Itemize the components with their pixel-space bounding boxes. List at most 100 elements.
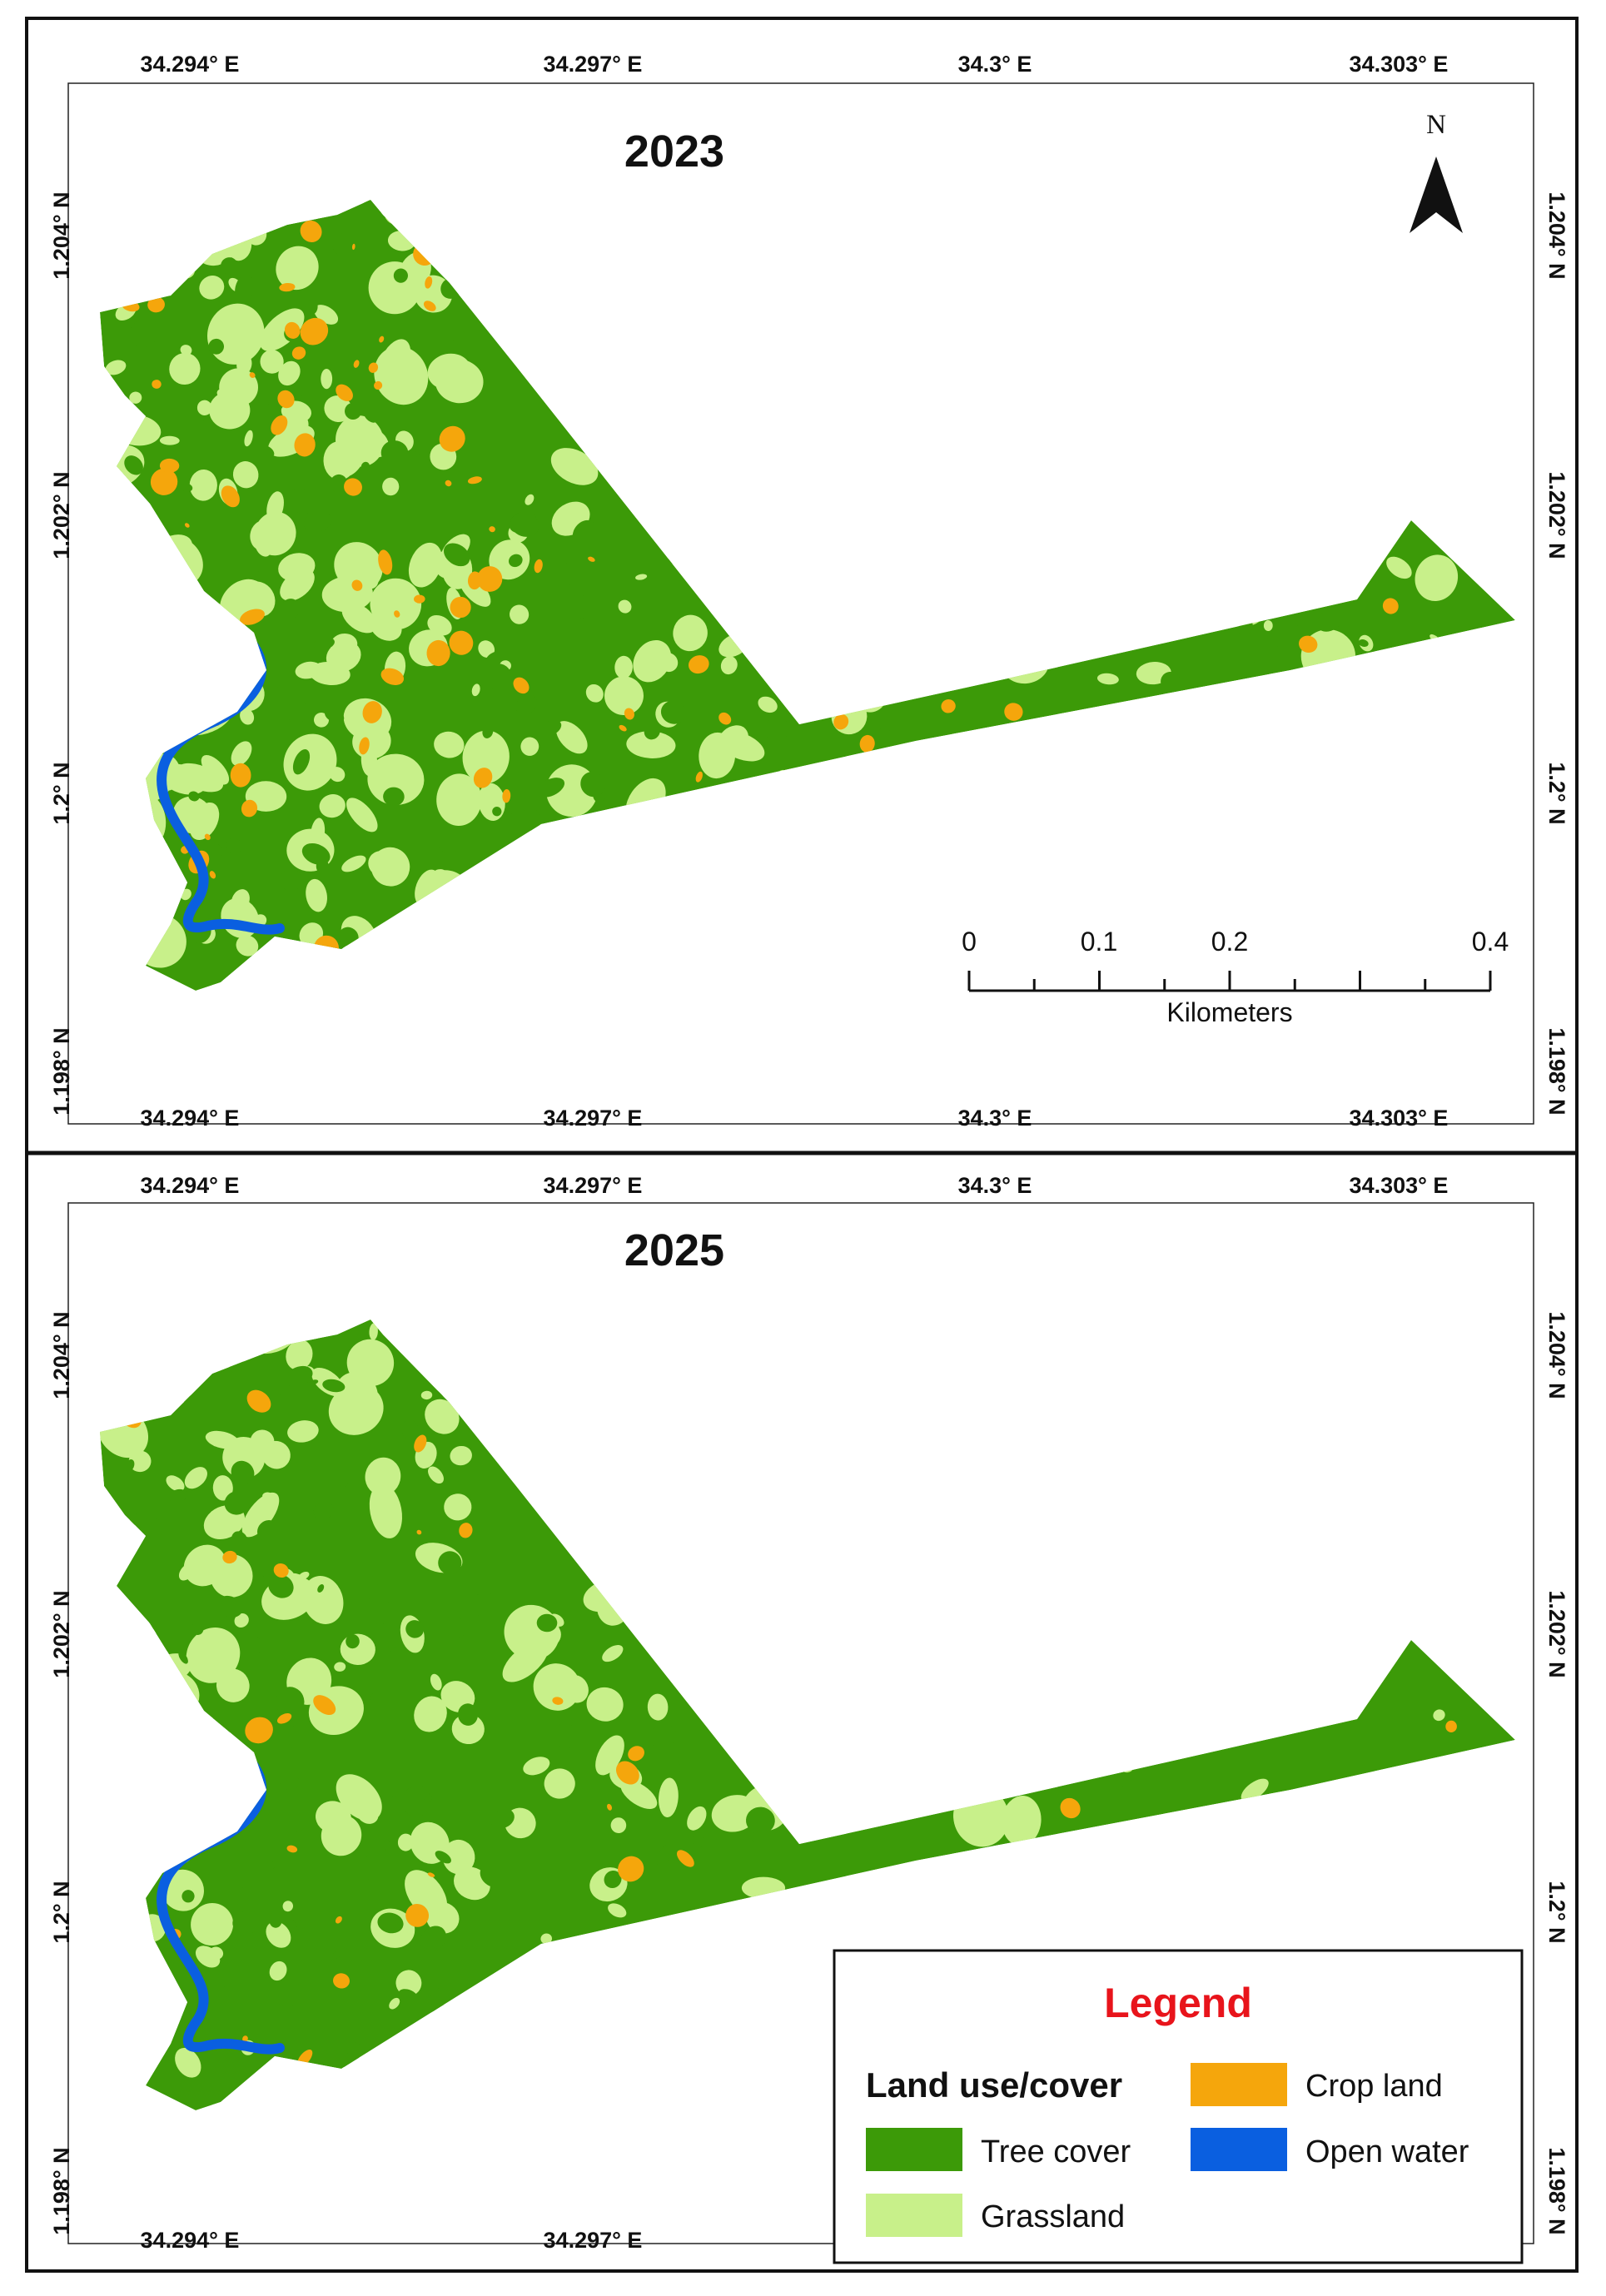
- land-cover-patch: [419, 1996, 428, 2014]
- land-cover-patch: [725, 1668, 777, 1724]
- land-cover-patch: [1063, 1732, 1076, 1742]
- land-cover-patch: [608, 1903, 627, 1918]
- land-cover-patch: [319, 794, 346, 818]
- land-cover-patch: [320, 1935, 331, 1946]
- land-cover-patch: [1391, 1787, 1405, 1800]
- land-cover-patch: [1004, 703, 1023, 721]
- land-cover-patch: [1270, 619, 1301, 649]
- land-cover-patch: [239, 1831, 249, 1841]
- land-cover-patch: [484, 663, 512, 690]
- land-cover-patch: [873, 539, 881, 546]
- land-cover-patch: [360, 461, 370, 472]
- land-cover-patch: [309, 1379, 319, 1385]
- land-cover-patch: [302, 1667, 320, 1677]
- land-cover-patch: [331, 230, 346, 256]
- land-cover-patch: [121, 1637, 150, 1670]
- land-cover-patch: [883, 1752, 905, 1778]
- land-cover-patch: [818, 608, 853, 638]
- land-cover-patch: [282, 1901, 294, 1912]
- land-cover-patch: [941, 699, 956, 713]
- land-cover-patch: [754, 519, 793, 574]
- land-cover-patch: [240, 708, 255, 725]
- lon-tick-label: 34.297° E: [544, 2228, 643, 2253]
- scale-label: 0.2: [1211, 927, 1248, 957]
- land-cover-patch: [697, 460, 737, 499]
- land-cover-patch: [738, 1590, 748, 1603]
- land-cover-patch: [604, 1870, 622, 1889]
- lat-tick-label: 1.202° N: [1544, 471, 1569, 559]
- land-cover-patch: [270, 1394, 283, 1409]
- land-cover-patch: [950, 1707, 971, 1727]
- land-cover-patch: [633, 639, 672, 683]
- land-cover-patch: [1455, 1851, 1464, 1862]
- land-cover-patch: [231, 1460, 255, 1485]
- land-cover-patch: [425, 276, 433, 289]
- land-cover-patch: [191, 1902, 234, 1946]
- land-cover-patch: [102, 1895, 129, 1918]
- land-cover-patch: [462, 730, 510, 784]
- land-cover-patch: [450, 596, 471, 619]
- land-cover-patch: [876, 629, 916, 672]
- land-cover-patch: [425, 1348, 436, 1361]
- land-cover-patch: [240, 609, 265, 625]
- land-cover-patch: [294, 433, 316, 457]
- land-cover-patch: [313, 1695, 336, 1716]
- land-cover-patch: [509, 554, 523, 568]
- land-cover-patch: [242, 1797, 251, 1811]
- land-cover-patch: [431, 869, 450, 885]
- land-cover-patch: [580, 772, 605, 798]
- land-cover-patch: [114, 662, 127, 676]
- land-cover-patch: [360, 572, 379, 589]
- land-cover-patch: [292, 749, 311, 775]
- land-cover-patch: [425, 2020, 455, 2053]
- land-cover-patch: [102, 673, 130, 698]
- land-cover-patch: [1122, 1633, 1170, 1688]
- land-cover-patch: [193, 604, 201, 621]
- land-cover-patch: [552, 1697, 564, 1705]
- land-cover-patch: [232, 1911, 262, 1934]
- land-cover-patch: [451, 1713, 485, 1745]
- land-cover-patch: [673, 614, 708, 652]
- land-cover-patch: [321, 369, 333, 390]
- land-cover-patch: [796, 670, 806, 680]
- legend-label-grassland: Grassland: [981, 2199, 1125, 2234]
- lon-tick-label: 34.294° E: [141, 52, 240, 77]
- land-cover-patch: [1402, 1816, 1418, 1830]
- land-cover-patch: [728, 596, 738, 607]
- panel-title: 2023: [624, 127, 724, 176]
- land-cover-patch: [510, 604, 530, 624]
- land-cover-patch: [1146, 1687, 1154, 1695]
- land-cover-patch: [262, 1771, 281, 1789]
- top-axis-labels: 34.294° E 34.297° E 34.3° E 34.303° E: [141, 52, 1449, 77]
- land-cover-patch: [755, 598, 784, 619]
- land-cover-patch: [555, 721, 588, 754]
- land-cover-patch: [189, 470, 217, 501]
- land-cover-patch: [1370, 688, 1422, 720]
- land-cover-patch: [961, 581, 990, 626]
- land-cover-patch: [314, 712, 329, 728]
- land-cover-patch: [291, 346, 306, 360]
- land-cover-patch: [345, 402, 362, 420]
- land-cover-patch: [1029, 602, 1046, 619]
- land-cover-patch: [822, 1671, 848, 1695]
- map-region: [100, 200, 1515, 991]
- land-cover-patch: [917, 612, 926, 622]
- land-cover-patch: [564, 594, 591, 620]
- land-cover-patch: [480, 1866, 502, 1887]
- land-cover-patch: [449, 630, 474, 655]
- land-cover-patch: [859, 734, 875, 753]
- land-cover-patch: [119, 521, 135, 536]
- land-cover-patch: [998, 1704, 1033, 1745]
- land-cover-patch: [143, 1517, 163, 1537]
- land-cover-patch: [539, 719, 562, 737]
- land-cover-patch: [160, 763, 207, 795]
- land-cover-patch: [699, 732, 736, 779]
- land-cover-patch: [927, 635, 952, 661]
- land-cover-patch: [405, 1620, 425, 1638]
- land-cover-patch: [718, 559, 758, 601]
- land-cover-patch: [644, 723, 660, 740]
- land-cover-patch: [261, 1440, 291, 1469]
- land-cover-patch: [457, 1703, 479, 1726]
- land-cover-patch: [1492, 1650, 1515, 1694]
